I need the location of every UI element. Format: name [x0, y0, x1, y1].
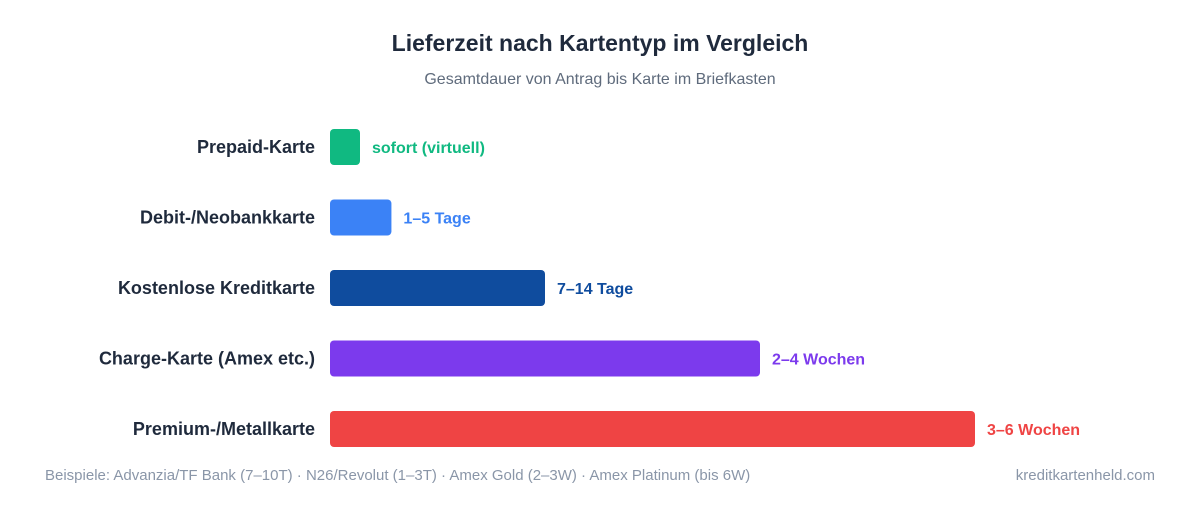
data-label: 1–5 Tage — [403, 211, 470, 228]
bar — [330, 129, 360, 165]
category-label: Charge-Karte (Amex etc.) — [99, 349, 315, 369]
chart-subtitle: Gesamtdauer von Antrag bis Karte im Brie… — [424, 71, 776, 88]
bar — [330, 411, 975, 447]
bar — [330, 270, 545, 306]
data-label: 3–6 Wochen — [987, 422, 1080, 439]
data-label: 2–4 Wochen — [772, 352, 865, 369]
category-label: Kostenlose Kreditkarte — [118, 278, 315, 298]
data-label: 7–14 Tage — [557, 281, 633, 298]
data-label: sofort (virtuell) — [372, 140, 485, 157]
category-label: Debit-/Neobankkarte — [140, 208, 315, 228]
category-label: Prepaid-Karte — [197, 137, 315, 157]
footer-source: kreditkartenheld.com — [1015, 467, 1155, 484]
category-label: Premium-/Metallkarte — [133, 419, 315, 439]
bar — [330, 340, 760, 377]
bar — [330, 199, 392, 236]
chart-title: Lieferzeit nach Kartentyp im Vergleich — [391, 30, 809, 56]
footer-note: Beispiele: Advanzia/TF Bank (7–10T) · N2… — [45, 467, 751, 484]
